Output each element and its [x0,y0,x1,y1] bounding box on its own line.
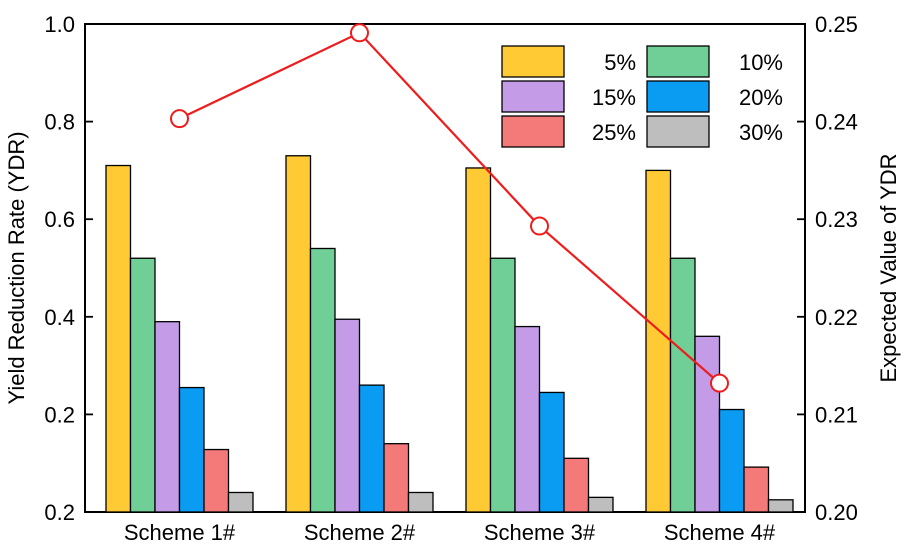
bar-30pct-1 [227,491,254,513]
category-labels: Scheme 1# Scheme 2# Scheme 3# Scheme 4# [124,520,776,545]
category-label: Scheme 1# [124,520,236,545]
bar-15pct-4 [694,335,721,513]
legend-label: 5% [604,50,636,75]
left-tick-label: 0.2 [44,402,75,427]
category-label: Scheme 4# [664,520,776,545]
bar-30pct-4 [767,499,794,513]
bar-5pct-4 [645,169,672,513]
bar-25pct-2 [383,443,410,513]
expected-value-line-group [170,23,729,393]
expected-value-line [179,31,721,384]
expected-value-marker-2 [350,23,369,43]
bar-25pct-4 [743,466,770,513]
expected-value-marker-1 [170,109,189,129]
bar-10pct-3 [489,257,516,513]
right-tick-label: 0.20 [815,500,858,525]
legend-swatch [501,80,565,113]
expected-value-marker-4 [710,373,729,393]
legend-label: 20% [739,85,783,110]
bar-15pct-2 [334,318,361,513]
left-tick-label: 0.2 [44,500,75,525]
legend-label: 15% [592,85,636,110]
legend-label: 25% [592,120,636,145]
left-tick-label: 0.8 [44,110,75,135]
left-axis-title: Yield Reduction Rate (YDR) [4,131,29,404]
right-tick-label: 0.21 [815,402,858,427]
right-tick-label: 0.23 [815,207,858,232]
bar-10pct-2 [309,247,336,513]
expected-value-marker-3 [530,216,549,236]
bar-25pct-1 [203,448,230,513]
bar-20pct-2 [358,384,385,513]
bar-5pct-3 [465,167,492,513]
category-label: Scheme 2# [304,520,416,545]
right-tick-label: 0.25 [815,12,858,37]
bar-30pct-2 [407,491,434,513]
plot-frame [84,23,806,513]
right-tick-label: 0.22 [815,305,858,330]
bar-20pct-3 [538,391,565,513]
bar-10pct-1 [129,257,156,513]
bar-5pct-2 [285,155,312,513]
left-tick-label: 1.0 [44,12,75,37]
left-tick-label: 0.6 [44,207,75,232]
bar-20pct-4 [718,408,745,513]
right-axis-ticks: 0.20 0.21 0.22 0.23 0.24 0.25 [797,12,858,525]
bar-25pct-3 [563,457,590,513]
bar-10pct-4 [669,257,696,513]
legend-label: 30% [739,120,783,145]
category-label: Scheme 3# [484,520,596,545]
bar-15pct-1 [154,321,181,513]
bar-15pct-3 [514,325,541,513]
legend-label: 10% [739,50,783,75]
right-axis-title: Expected Value of YDR [876,153,901,382]
right-tick-label: 0.24 [815,110,858,135]
legend-swatch [646,80,710,113]
legend-swatch [501,45,565,78]
left-tick-label: 0.4 [44,305,75,330]
legend: 5% 10% 15% 20% 25% 30% [501,45,783,148]
legend-swatch [501,115,565,148]
bar-5pct-1 [105,164,132,513]
bar-20pct-1 [178,386,205,513]
legend-swatch [646,115,710,148]
legend-swatch [646,45,710,78]
bar-group [105,155,794,513]
left-axis-ticks: 0.2 0.2 0.4 0.6 0.8 1.0 [44,12,93,525]
bar-30pct-3 [587,496,614,513]
